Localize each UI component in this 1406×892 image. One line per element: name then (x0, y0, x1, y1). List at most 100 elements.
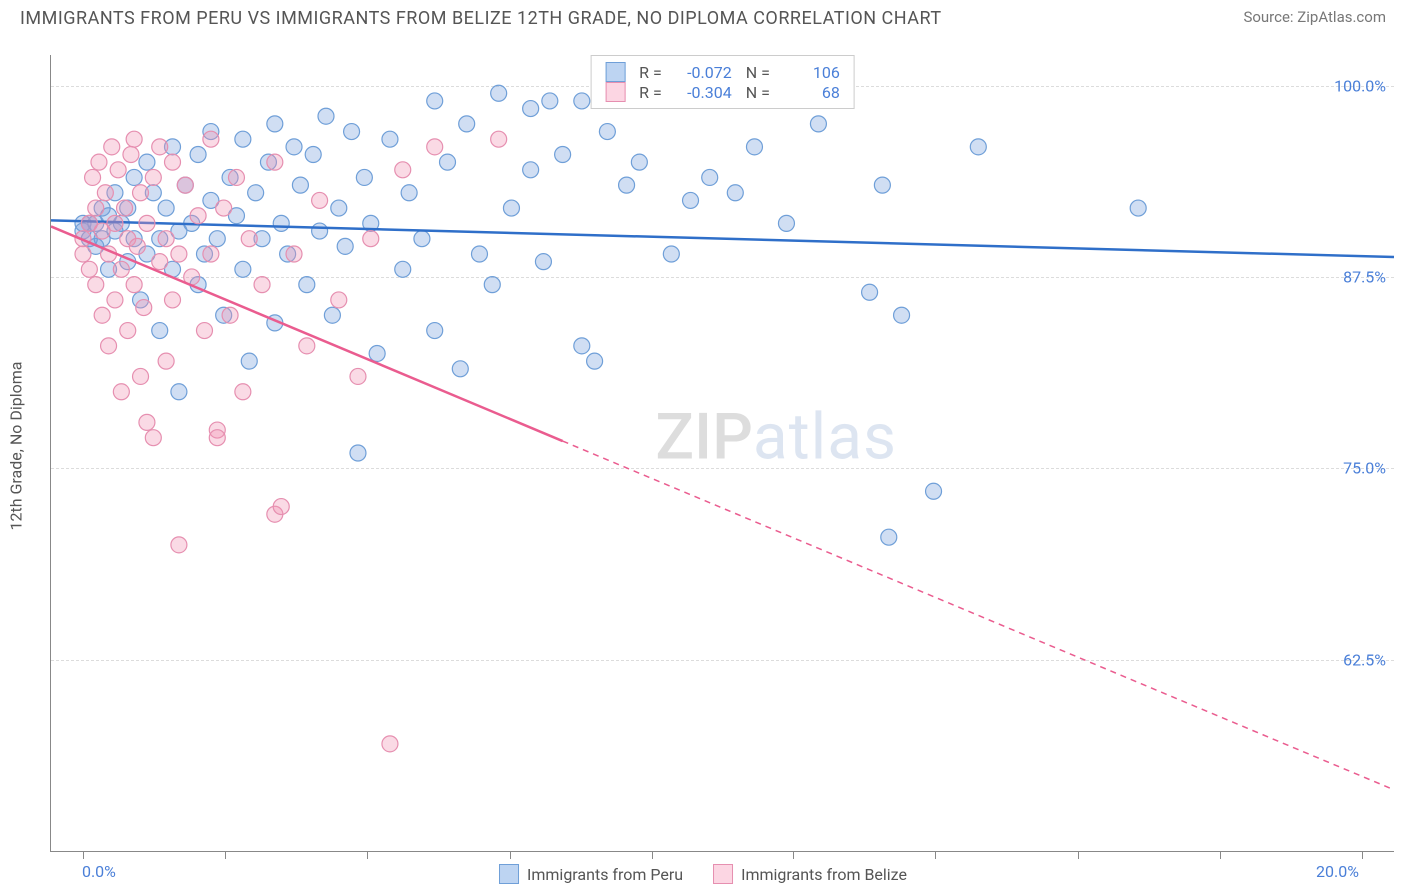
scatter-point-peru (459, 116, 475, 132)
scatter-point-belize (107, 215, 123, 231)
scatter-point-peru (523, 101, 539, 117)
scatter-point-peru (535, 254, 551, 270)
scatter-point-belize (165, 292, 181, 308)
scatter-point-belize (363, 231, 379, 247)
scatter-point-belize (139, 414, 155, 430)
scatter-point-belize (133, 368, 149, 384)
scatter-point-belize (139, 215, 155, 231)
scatter-point-belize (222, 307, 238, 323)
scatter-point-belize (491, 131, 507, 147)
scatter-point-belize (254, 277, 270, 293)
scatter-point-peru (171, 384, 187, 400)
scatter-point-peru (746, 139, 762, 155)
scatter-point-peru (126, 169, 142, 185)
scatter-point-belize (395, 162, 411, 178)
scatter-point-belize (382, 736, 398, 752)
scatter-point-peru (452, 361, 468, 377)
scatter-point-peru (619, 177, 635, 193)
scatter-point-peru (542, 93, 558, 109)
scatter-point-peru (248, 185, 264, 201)
legend-item-peru: Immigrants from Peru (499, 864, 683, 884)
scatter-point-peru (305, 147, 321, 163)
scatter-point-peru (894, 307, 910, 323)
scatter-point-belize (104, 139, 120, 155)
scatter-svg (51, 55, 1394, 851)
scatter-point-belize (171, 246, 187, 262)
scatter-point-peru (574, 93, 590, 109)
scatter-point-belize (88, 277, 104, 293)
scatter-point-peru (401, 185, 417, 201)
scatter-point-belize (123, 147, 139, 163)
n-label: N = (746, 63, 770, 82)
scatter-point-peru (344, 124, 360, 140)
scatter-point-belize (97, 185, 113, 201)
scatter-point-belize (165, 154, 181, 170)
scatter-point-peru (471, 246, 487, 262)
scatter-point-belize (267, 154, 283, 170)
n-value-peru: 106 (784, 63, 840, 82)
x-tick (225, 851, 226, 859)
scatter-point-peru (152, 323, 168, 339)
scatter-point-belize (203, 131, 219, 147)
scatter-point-peru (587, 353, 603, 369)
scatter-point-peru (267, 116, 283, 132)
scatter-point-peru (318, 108, 334, 124)
series-legend: Immigrants from Peru Immigrants from Beli… (499, 864, 907, 884)
scatter-point-peru (273, 215, 289, 231)
scatter-point-belize (273, 499, 289, 515)
chart-source: Source: ZipAtlas.com (1243, 8, 1386, 26)
legend-swatch-peru (499, 864, 519, 884)
scatter-point-belize (126, 277, 142, 293)
scatter-point-peru (778, 215, 794, 231)
scatter-point-peru (523, 162, 539, 178)
scatter-point-peru (599, 124, 615, 140)
x-tick (935, 851, 936, 859)
scatter-point-peru (491, 85, 507, 101)
scatter-point-belize (110, 162, 126, 178)
scatter-point-belize (228, 169, 244, 185)
scatter-point-peru (158, 200, 174, 216)
scatter-point-belize (120, 323, 136, 339)
scatter-point-peru (190, 147, 206, 163)
x-tick (367, 851, 368, 859)
x-tick (83, 851, 84, 859)
scatter-point-peru (324, 307, 340, 323)
scatter-point-belize (94, 307, 110, 323)
scatter-point-peru (235, 261, 251, 277)
r-label: R = (639, 63, 662, 82)
scatter-point-belize (152, 254, 168, 270)
scatter-point-peru (235, 131, 251, 147)
scatter-point-belize (113, 261, 129, 277)
n-value-belize: 68 (784, 83, 840, 102)
scatter-point-peru (286, 139, 302, 155)
scatter-point-belize (136, 300, 152, 316)
legend-item-belize: Immigrants from Belize (713, 864, 907, 884)
legend-label-belize: Immigrants from Belize (741, 865, 907, 884)
scatter-point-peru (299, 277, 315, 293)
scatter-point-peru (874, 177, 890, 193)
scatter-point-peru (414, 231, 430, 247)
x-tick (1362, 851, 1363, 859)
scatter-point-peru (312, 223, 328, 239)
scatter-point-peru (631, 154, 647, 170)
scatter-point-peru (427, 93, 443, 109)
scatter-point-belize (235, 384, 251, 400)
legend-swatch-peru (605, 62, 625, 82)
scatter-point-belize (171, 537, 187, 553)
scatter-point-peru (727, 185, 743, 201)
scatter-point-peru (881, 529, 897, 545)
r-value-peru: -0.072 (676, 63, 732, 82)
scatter-point-belize (113, 384, 129, 400)
x-tick (793, 851, 794, 859)
x-tick (1078, 851, 1079, 859)
scatter-point-belize (350, 368, 366, 384)
scatter-point-peru (331, 200, 347, 216)
x-axis-max-label: 20.0% (1316, 862, 1359, 881)
scatter-point-belize (101, 338, 117, 354)
scatter-point-belize (312, 192, 328, 208)
n-label: N = (746, 83, 770, 102)
scatter-point-peru (356, 169, 372, 185)
legend-label-peru: Immigrants from Peru (527, 865, 683, 884)
legend-stat-row-peru: R = -0.072 N = 106 (605, 62, 840, 82)
scatter-point-peru (440, 154, 456, 170)
